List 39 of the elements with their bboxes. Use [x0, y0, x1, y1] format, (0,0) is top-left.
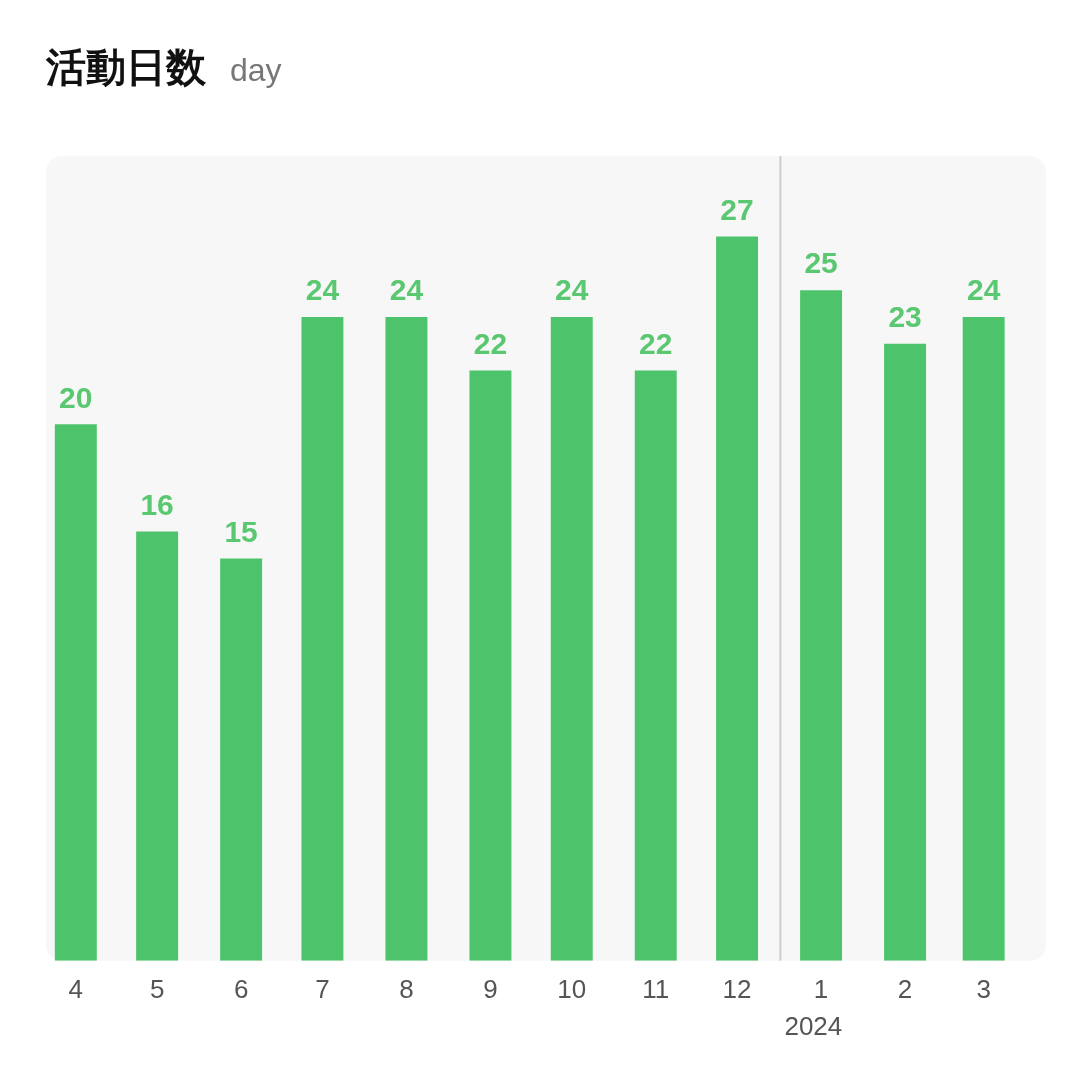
chart-title: 活動日数: [46, 44, 206, 90]
bar: [54, 424, 97, 961]
data-label: 27: [720, 192, 754, 226]
bar: [884, 343, 927, 961]
x-tick-label: 2: [897, 973, 913, 1004]
bar: [469, 370, 512, 961]
bar: [800, 290, 843, 961]
data-label: 24: [555, 273, 589, 307]
x-tick-label: 3: [976, 973, 991, 1004]
bar: [301, 316, 344, 961]
chart-subtitle: day: [230, 52, 282, 88]
x-tick-label: 10: [557, 973, 587, 1004]
ref-line-label: 2024: [784, 1010, 843, 1041]
bar: [716, 236, 759, 961]
bar: [385, 316, 428, 961]
x-tick-label: 9: [483, 973, 498, 1004]
x-tick-label: 4: [68, 973, 84, 1004]
data-label: 25: [804, 246, 838, 280]
bar: [220, 558, 263, 961]
data-label: 22: [473, 326, 508, 360]
data-label: 23: [888, 300, 922, 334]
bar: [136, 531, 179, 961]
x-tick-label: 7: [315, 973, 330, 1004]
data-label: 24: [305, 273, 340, 307]
bar: [962, 316, 1005, 961]
data-label: 22: [639, 326, 673, 360]
bar: [634, 370, 677, 961]
x-tick-label: 11: [642, 973, 670, 1004]
x-tick-label: 1: [813, 973, 829, 1004]
data-label: 24: [389, 273, 424, 307]
bar: [550, 316, 593, 961]
data-label: 15: [224, 514, 258, 548]
x-tick-label: 8: [399, 973, 414, 1004]
x-tick-label: 5: [149, 973, 165, 1004]
data-label: 16: [140, 487, 174, 521]
x-tick-label: 6: [233, 973, 249, 1004]
data-label: 24: [966, 273, 1001, 307]
x-tick-label: 12: [722, 973, 752, 1004]
data-label: 20: [59, 380, 93, 414]
